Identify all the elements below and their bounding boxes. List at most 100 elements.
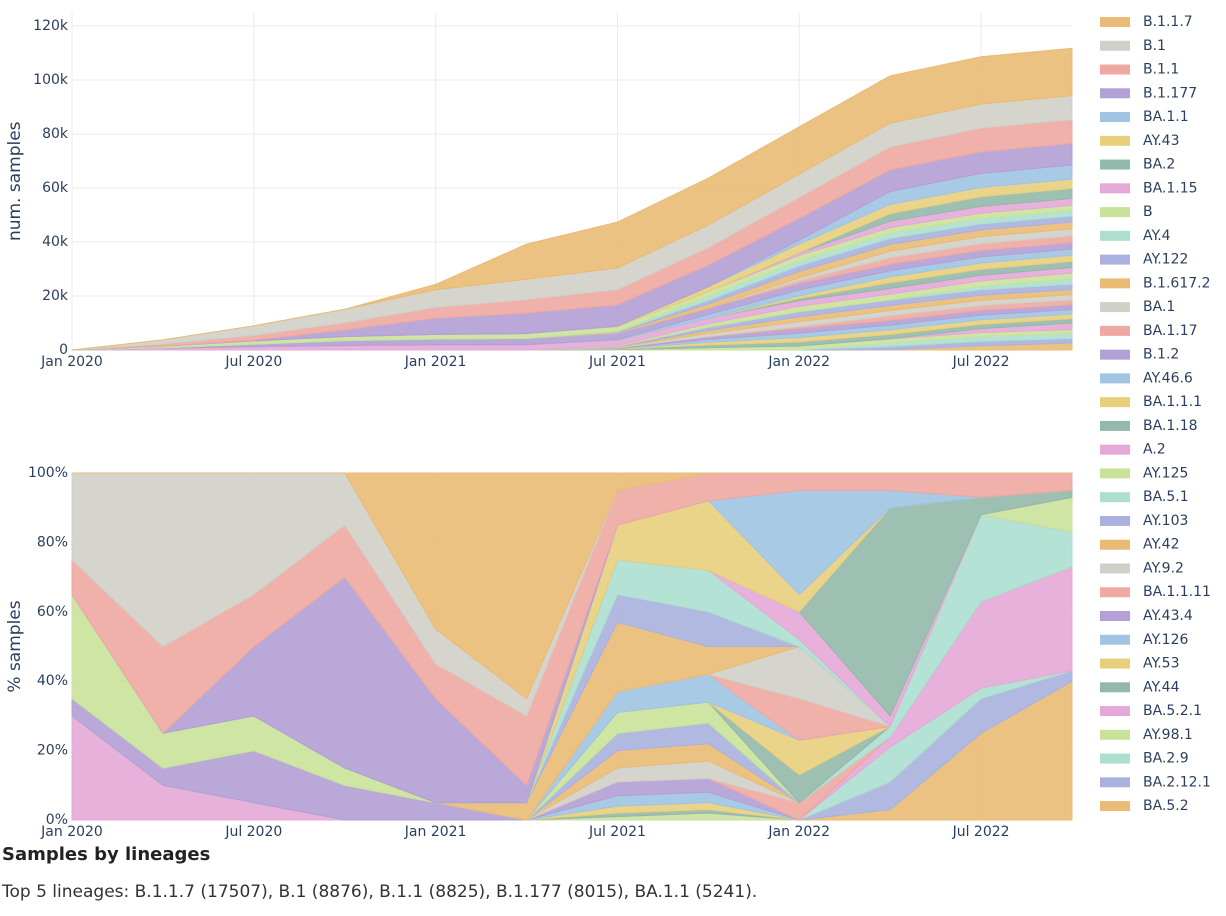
legend-swatch [1100, 207, 1130, 218]
legend-label: AY.46.6 [1143, 370, 1193, 386]
y-tick-label: 100k [33, 72, 69, 88]
legend-label: B.1 [1143, 38, 1166, 54]
x-tick-label: Jul 2020 [224, 354, 282, 370]
legend-label: AY.98.1 [1143, 727, 1193, 743]
legend-swatch [1100, 64, 1130, 75]
legend-swatch [1100, 682, 1130, 693]
legend-swatch [1100, 112, 1130, 123]
chart: Jan 2020 Jul 2020 Jan 2021 Jul 2021 Jan 2022… [5, 12, 1211, 840]
legend-swatch [1100, 468, 1130, 479]
legend-swatch [1100, 634, 1130, 645]
y-tick-label: 120k [33, 18, 69, 34]
y-tick-label: 40% [37, 673, 68, 689]
legend-label: BA.2.9 [1143, 751, 1189, 767]
legend-label: AY.42 [1143, 537, 1179, 553]
y-tick-label: 100% [28, 465, 68, 481]
legend-label: AY.53 [1143, 656, 1179, 672]
caption-title: Samples by lineages [2, 844, 211, 865]
x-tick-label: Jan 2022 [767, 824, 830, 840]
y-tick-label: 0 [59, 342, 68, 358]
legend-label: BA.1.18 [1143, 418, 1198, 434]
y-tick-label: 60k [42, 180, 69, 196]
legend-label: BA.1.17 [1143, 323, 1198, 339]
legend-swatch [1100, 658, 1130, 669]
legend-label: AY.44 [1143, 679, 1180, 695]
area [72, 472, 1072, 700]
legend-label: BA.5.2.1 [1143, 703, 1202, 719]
legend-label: BA.5.1 [1143, 489, 1189, 505]
legend-swatch [1100, 397, 1130, 408]
legend-swatch [1100, 302, 1130, 313]
legend-swatch [1100, 539, 1130, 550]
legend-swatch [1100, 88, 1130, 99]
legend-label: AY.4 [1143, 228, 1171, 244]
y-tick-label: 60% [37, 604, 68, 620]
legend-swatch [1100, 325, 1130, 336]
legend-label: B.1.2 [1143, 347, 1179, 363]
legend-label: B [1143, 204, 1153, 220]
legend-swatch [1100, 492, 1130, 503]
x-tick-label: Jan 2020 [40, 824, 103, 840]
x-tick-label: Jan 2021 [404, 824, 467, 840]
legend-label: B.1.177 [1143, 85, 1197, 101]
legend-swatch [1100, 159, 1130, 170]
y-tick-label: 80k [42, 126, 69, 142]
y-tick-label: 80% [37, 534, 68, 550]
legend-label: AY.9.2 [1143, 560, 1184, 576]
legend-label: AY.126 [1143, 632, 1188, 648]
legend-label: B.1.1 [1143, 62, 1179, 78]
legend-swatch [1100, 349, 1130, 360]
legend-label: B.1.1.7 [1143, 14, 1193, 30]
legend-label: BA.2.12.1 [1143, 774, 1211, 790]
legend-label: B.1.617.2 [1143, 275, 1211, 291]
y-tick-label: 20k [42, 288, 69, 304]
y-tick-label: 40k [42, 234, 69, 250]
legend-swatch [1100, 729, 1130, 740]
legend-label: A.2 [1143, 442, 1166, 458]
legend-label: AY.122 [1143, 252, 1188, 268]
legend-label: AY.43 [1143, 133, 1179, 149]
legend-label: BA.1.1.1 [1143, 394, 1202, 410]
legend-swatch [1100, 420, 1130, 431]
area [71, 47, 1073, 351]
x-tick-label: Jul 2021 [588, 354, 646, 370]
y-tick-label: 20% [37, 743, 68, 759]
legend-label: AY.103 [1143, 513, 1188, 529]
legend-swatch [1100, 777, 1130, 788]
legend-swatch [1100, 801, 1130, 812]
x-tick-label: Jan 2022 [767, 354, 830, 370]
x-tick-label: Jul 2022 [952, 354, 1010, 370]
legend-swatch [1100, 40, 1130, 51]
y-tick-label: 0% [46, 812, 68, 828]
legend-swatch [1100, 230, 1130, 241]
y-axis-title: % samples [5, 600, 25, 692]
legend-swatch [1100, 135, 1130, 146]
x-tick-label: Jul 2021 [588, 824, 646, 840]
x-tick-label: Jul 2022 [952, 824, 1010, 840]
legend-swatch [1100, 611, 1130, 621]
legend-swatch [1100, 183, 1130, 194]
x-tick-label: Jul 2020 [224, 824, 282, 840]
x-tick-label: Jan 2020 [40, 354, 103, 370]
caption-text: Top 5 lineages: B.1.1.7 (17507), B.1 (88… [2, 882, 758, 902]
x-tick-label: Jan 2021 [404, 354, 467, 370]
y-axis-title: num. samples [5, 121, 25, 241]
legend-label: AY.125 [1143, 465, 1188, 481]
legend-swatch [1100, 563, 1130, 574]
legend-swatch [1100, 444, 1130, 455]
legend-swatch [1100, 373, 1130, 384]
legend-swatch [1100, 587, 1130, 598]
legend-swatch [1100, 254, 1130, 265]
legend-label: BA.1.1 [1143, 109, 1189, 125]
legend-swatch [1100, 706, 1130, 717]
legend-swatch [1100, 753, 1130, 764]
legend-swatch [1100, 278, 1130, 289]
legend-label: BA.1.15 [1143, 180, 1198, 196]
legend-label: BA.1 [1143, 299, 1175, 315]
legend-label: AY.43.4 [1143, 608, 1193, 624]
legend-label: BA.5.2 [1143, 798, 1189, 814]
legend-label: BA.2 [1143, 157, 1175, 173]
legend-label: BA.1.1.11 [1143, 584, 1211, 600]
legend-swatch [1100, 17, 1130, 27]
